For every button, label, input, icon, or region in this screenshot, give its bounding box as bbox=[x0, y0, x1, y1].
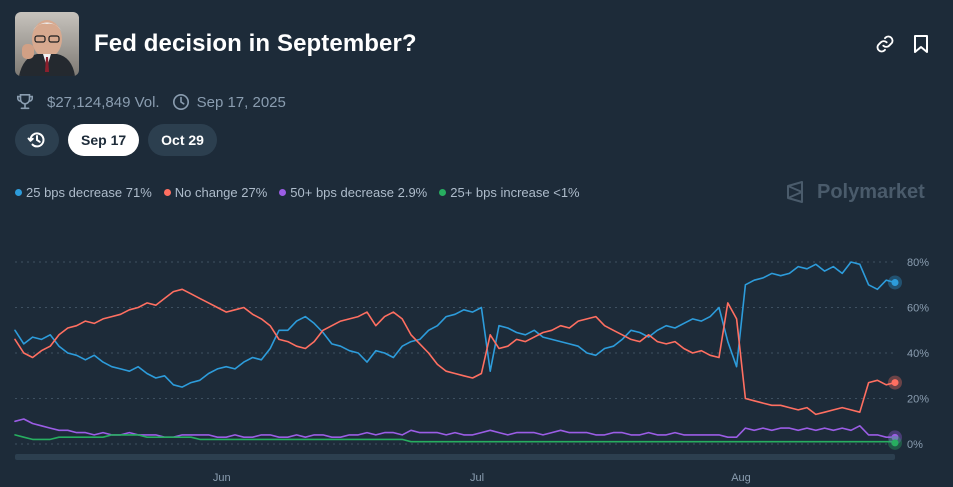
brand-name: Polymarket bbox=[817, 180, 925, 203]
polymarket-watermark: Polymarket bbox=[784, 178, 925, 206]
y-tick-label: 80% bbox=[907, 257, 929, 269]
legend-color-dot bbox=[15, 188, 22, 196]
series-end-markers bbox=[888, 275, 902, 450]
end-date-text: Sep 17, 2025 bbox=[196, 93, 286, 111]
tab-oct-29[interactable]: Oct 29 bbox=[148, 124, 217, 156]
x-tick-label: Jun bbox=[213, 472, 231, 484]
series-end-point-0 bbox=[891, 278, 899, 286]
x-tick-label: Jul bbox=[470, 472, 484, 484]
y-tick-label: 60% bbox=[907, 303, 929, 315]
y-tick-label: 0% bbox=[907, 439, 923, 451]
link-button[interactable] bbox=[873, 32, 897, 56]
legend-color-dot bbox=[279, 188, 287, 196]
series-line-0 bbox=[14, 261, 896, 388]
legend-item-no-change: No change 27% bbox=[163, 184, 268, 200]
series-end-point-2 bbox=[891, 433, 899, 441]
avatar-image bbox=[15, 12, 79, 76]
bookmark-icon bbox=[914, 35, 928, 53]
clock-icon bbox=[171, 92, 191, 112]
chart-gridlines: 80% 60% 40% 20% 0% bbox=[15, 257, 929, 451]
series-end-point-1 bbox=[891, 379, 899, 387]
x-axis-ticks: Jun Jul Aug bbox=[213, 472, 751, 484]
range-scrollbar bbox=[15, 454, 895, 460]
series-line-2 bbox=[14, 418, 896, 438]
bookmark-button[interactable] bbox=[909, 32, 933, 56]
legend-item-25bps-increase: 25+ bps increase <1% bbox=[439, 184, 580, 200]
market-avatar bbox=[15, 12, 79, 76]
series-line-3 bbox=[14, 434, 896, 443]
y-tick-label: 40% bbox=[907, 348, 929, 360]
chart-series-lines bbox=[14, 261, 896, 443]
market-meta: $27,124,849 Vol. Sep 17, 2025 bbox=[15, 90, 286, 114]
date-tabs: Sep 17 Oct 29 bbox=[15, 124, 217, 156]
legend-item-50bps-decrease: 50+ bps decrease 2.9% bbox=[279, 185, 427, 200]
history-icon bbox=[27, 132, 45, 148]
volume-text: $27,124,849 Vol. bbox=[47, 93, 160, 111]
legend-label: 25+ bps increase <1% bbox=[450, 184, 580, 200]
tab-sep-17[interactable]: Sep 17 bbox=[68, 124, 140, 156]
legend-item-25bps-decrease: 25 bps decrease 71% bbox=[15, 185, 152, 200]
legend-color-dot bbox=[163, 188, 171, 196]
x-tick-label: Aug bbox=[731, 472, 751, 484]
series-end-point-3 bbox=[891, 439, 899, 447]
market-header: Fed decision in September? bbox=[15, 12, 940, 76]
legend-label: 25 bps decrease 71% bbox=[26, 184, 152, 200]
history-button[interactable] bbox=[15, 124, 59, 156]
legend-label: No change 27% bbox=[174, 184, 268, 200]
trophy-icon bbox=[15, 92, 35, 112]
legend-color-dot bbox=[439, 188, 447, 196]
link-icon bbox=[876, 35, 894, 53]
series-line-1 bbox=[14, 288, 896, 416]
chart-legend: 25 bps decrease 71% No change 27% 50+ bp… bbox=[15, 183, 580, 201]
polymarket-logo-icon bbox=[787, 181, 803, 203]
probability-chart: 80% 60% 40% 20% 0% Jun Jul Aug bbox=[14, 257, 929, 484]
legend-label: 50+ bps decrease 2.9% bbox=[290, 184, 428, 200]
market-title: Fed decision in September? bbox=[94, 30, 417, 57]
y-tick-label: 20% bbox=[907, 394, 929, 406]
